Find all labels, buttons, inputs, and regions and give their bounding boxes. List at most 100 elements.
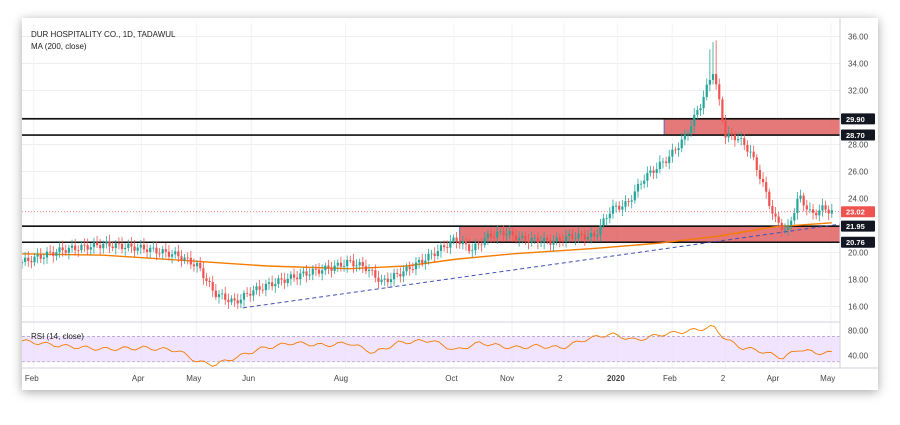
candle-body-15	[67, 247, 71, 253]
candle-body-34	[127, 243, 130, 248]
y-tick-label-8: 32.00	[848, 87, 869, 96]
candle-body-30	[114, 243, 117, 249]
x-tick-label-10: 2	[721, 374, 726, 383]
candle-body-133	[436, 250, 439, 257]
candle-body-214	[690, 126, 693, 134]
candle-body-35	[130, 243, 133, 247]
candle-body-233	[749, 151, 752, 153]
candle-body-185	[599, 225, 602, 236]
candle-body-101	[336, 262, 339, 266]
candle-body-86	[289, 274, 292, 279]
candle-body-213	[686, 133, 690, 135]
candle-body-224	[721, 99, 724, 121]
candle-body-16	[70, 245, 74, 248]
candle-body-199	[643, 180, 646, 184]
candle-body-184	[596, 235, 599, 237]
candle-body-57	[199, 262, 202, 269]
candle-body-140	[458, 241, 461, 245]
candle-body-158	[514, 235, 518, 241]
x-tick-label-3: Jun	[242, 374, 255, 383]
candle-body-204	[658, 161, 661, 170]
candle-body-132	[433, 253, 436, 257]
candle-body-1	[24, 257, 27, 262]
candle-body-218	[702, 96, 705, 109]
candle-body-248	[796, 198, 799, 214]
price-chart[interactable]: 16.0018.0020.0022.0024.0026.0028.0030.00…	[22, 18, 878, 390]
candle-body-100	[333, 265, 336, 271]
candle-body-164	[533, 237, 536, 239]
candle-body-203	[655, 169, 658, 173]
candle-body-231	[743, 138, 746, 145]
candle-body-215	[693, 114, 696, 127]
candle-body-153	[499, 231, 502, 233]
candle-body-44	[158, 253, 161, 255]
candle-body-156	[508, 231, 511, 235]
candle-body-52	[183, 257, 186, 261]
candle-body-118	[389, 279, 393, 283]
candle-body-46	[164, 249, 167, 252]
candle-body-127	[417, 259, 421, 263]
candle-body-138	[452, 237, 455, 242]
candle-body-69	[236, 300, 239, 304]
candle-body-90	[302, 271, 305, 274]
price-tag-label-1: 28.70	[846, 131, 865, 140]
candle-body-226	[727, 133, 730, 138]
price-tag-label-4: 20.76	[846, 238, 865, 247]
candle-body-71	[242, 293, 246, 300]
candle-body-154	[502, 231, 505, 236]
candle-body-39	[142, 244, 146, 250]
y-tick-label-10: 36.00	[848, 33, 869, 42]
candle-body-7	[42, 257, 45, 259]
candle-body-159	[518, 237, 521, 241]
candle-body-47	[167, 251, 171, 257]
candle-body-6	[39, 254, 42, 259]
candle-body-96	[321, 270, 324, 274]
candle-body-144	[471, 250, 474, 252]
candle-body-42	[152, 247, 155, 249]
candle-body-82	[277, 278, 280, 285]
chart-window: 16.0018.0020.0022.0024.0026.0028.0030.00…	[22, 18, 878, 390]
candle-body-121	[399, 273, 402, 277]
candle-body-65	[224, 293, 227, 300]
price-tag-3	[841, 220, 875, 232]
candle-body-143	[468, 244, 471, 252]
candle-body-26	[102, 243, 105, 249]
candle-body-49	[174, 251, 177, 255]
candle-body-142	[464, 241, 468, 245]
candle-body-19	[80, 244, 83, 251]
candle-body-150	[489, 233, 493, 238]
candle-body-95	[317, 269, 321, 274]
candle-body-222	[715, 74, 718, 85]
candle-body-38	[139, 244, 142, 248]
candle-body-9	[49, 251, 52, 253]
candle-body-210	[677, 148, 680, 151]
candle-body-17	[74, 245, 77, 251]
candle-body-14	[64, 250, 67, 253]
candle-body-173	[561, 240, 565, 242]
indicator-label: MA (200, close)	[31, 42, 87, 51]
candle-body-23	[92, 242, 96, 248]
x-tick-label-12: May	[820, 374, 835, 383]
candle-body-61	[211, 282, 214, 291]
candle-body-160	[521, 235, 524, 238]
candle-body-120	[396, 272, 399, 274]
candle-body-58	[202, 268, 205, 279]
candle-body-240	[771, 205, 774, 214]
candle-body-37	[136, 247, 139, 251]
candle-body-187	[605, 218, 608, 220]
candle-body-122	[402, 271, 405, 277]
candle-body-51	[180, 256, 183, 261]
candle-body-110	[364, 266, 368, 272]
rsi-band	[22, 336, 840, 362]
candle-body-208	[671, 149, 674, 157]
candle-body-182	[589, 232, 593, 237]
candle-body-114	[377, 277, 380, 282]
candle-body-131	[430, 253, 433, 255]
candle-body-220	[708, 79, 711, 85]
candle-body-172	[558, 237, 561, 241]
candle-body-20	[83, 244, 86, 246]
candle-body-161	[524, 235, 527, 241]
candle-body-99	[330, 268, 333, 271]
candle-body-112	[371, 269, 374, 271]
candle-body-107	[355, 265, 358, 267]
